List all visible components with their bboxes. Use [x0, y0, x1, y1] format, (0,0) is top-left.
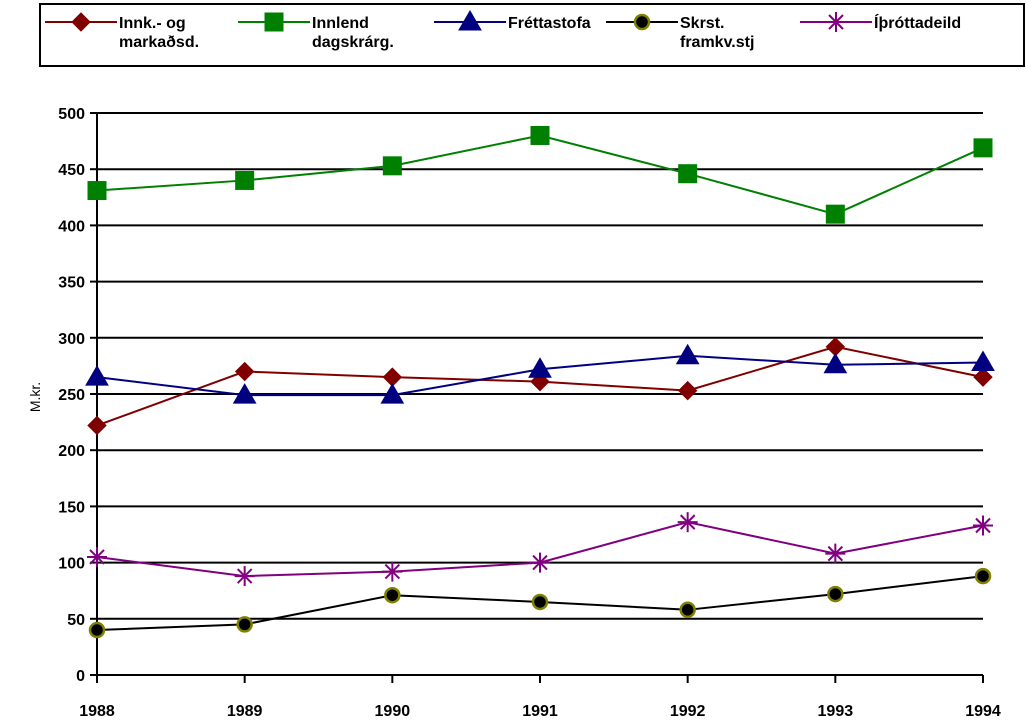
legend-label-2: Fréttastofa	[508, 15, 591, 32]
legend-item-4: Íþróttadeild	[800, 12, 961, 32]
data-point-3-1991	[531, 593, 549, 611]
axes: 0 50 100 150 200 250 300 350 400 450 500 1988 1989 19…	[58, 106, 1001, 720]
legend-label-line: markaðsd.	[119, 34, 199, 51]
data-point-4-1988	[87, 546, 107, 567]
data-point-1-1992	[678, 164, 698, 184]
x-tick-label-1991: 1991	[522, 703, 558, 720]
y-tick-label-250: 250	[58, 387, 85, 404]
data-point-3-1990	[384, 586, 401, 604]
data-point-3-1994	[974, 567, 992, 585]
data-point-3-1992	[679, 601, 696, 619]
data-point-4-1994	[973, 515, 993, 536]
data-point-0-1988	[87, 415, 107, 436]
data-point-1-1990	[382, 156, 402, 176]
y-tick-label-500: 500	[58, 106, 85, 123]
series-1	[87, 125, 993, 224]
x-tick-label-1990: 1990	[375, 703, 411, 720]
y-tick-label-450: 450	[58, 162, 85, 179]
data-point-1-1991	[530, 125, 550, 145]
legend-label-line: Innk.- og	[119, 15, 186, 32]
data-point-3-1989	[236, 616, 253, 633]
x-tick-label-1988: 1988	[79, 703, 115, 720]
y-tick-label-0: 0	[76, 668, 85, 685]
data-point-1-1988	[87, 181, 107, 201]
y-tick-label-350: 350	[58, 275, 85, 292]
legend-label-4: Íþróttadeild	[874, 13, 961, 32]
data-point-4-1990	[382, 561, 403, 582]
data-point-1-1989	[235, 170, 255, 190]
data-point-4-1991	[530, 552, 550, 573]
y-tick-label-100: 100	[58, 556, 85, 573]
data-point-3-1993	[827, 585, 844, 603]
legend-item-1: Innlend dagskrárg.	[238, 12, 394, 51]
legend-marker-1	[264, 12, 284, 32]
series-2	[85, 343, 995, 404]
series-line-1	[96, 134, 984, 216]
legend-item-2: Fréttastofa	[434, 10, 591, 32]
data-point-0-1994	[973, 367, 993, 387]
data-point-2-1994	[971, 350, 995, 372]
data-point-2-1992	[675, 343, 700, 365]
data-point-1-1994	[973, 138, 993, 158]
y-axis-label: M.kr.	[27, 382, 43, 412]
data-point-2-1993	[823, 352, 848, 374]
data-point-4-1989	[234, 566, 255, 587]
legend-label-line: Fréttastofa	[508, 15, 591, 32]
legend-label-line: Íþróttadeild	[874, 13, 961, 32]
x-tick-label-1994: 1994	[965, 703, 1001, 720]
y-tick-label-400: 400	[58, 218, 85, 235]
legend-label-1: Innlend dagskrárg.	[312, 15, 394, 51]
x-tick-label-1989: 1989	[227, 703, 263, 720]
y-tick-label-200: 200	[58, 443, 85, 460]
y-tick-label-50: 50	[67, 612, 85, 629]
legend-item-0: Innk.- og markaðsd.	[45, 12, 199, 51]
series-3	[88, 567, 992, 639]
data-point-4-1992	[677, 512, 698, 533]
x-tick-label-1992: 1992	[670, 703, 706, 720]
legend-item-3: Skrst. framkv.stj	[606, 13, 754, 51]
series-4	[87, 512, 993, 587]
data-point-0-1992	[677, 380, 698, 401]
legend: Innk.- og markaðsd. Innlend dagskrárg. Frétt…	[39, 3, 1025, 67]
legend-label-line: dagskrárg.	[312, 34, 394, 51]
legend-label-line: Innlend	[312, 15, 369, 32]
x-tick-label-1993: 1993	[818, 703, 854, 720]
legend-marker-4	[826, 12, 846, 32]
legend-marker-2	[458, 10, 482, 31]
data-point-1-1993	[825, 204, 845, 224]
data-point-2-1990	[380, 383, 405, 404]
data-point-0-1989	[234, 361, 255, 382]
data-point-2-1991	[528, 357, 552, 378]
data-point-3-1988	[88, 621, 106, 639]
legend-label-line: Skrst.	[680, 15, 724, 32]
series-0	[87, 337, 993, 436]
legend-marker-3	[633, 13, 651, 31]
legend-label-0: Innk.- og markaðsd.	[119, 15, 199, 51]
data-point-4-1993	[825, 543, 846, 564]
legend-label-3: Skrst. framkv.stj	[680, 15, 754, 51]
legend-marker-0	[71, 12, 91, 32]
data-point-2-1989	[232, 383, 257, 404]
series-layer	[85, 125, 995, 639]
legend-box	[39, 3, 1025, 67]
y-tick-label-300: 300	[58, 331, 85, 348]
data-point-2-1988	[85, 365, 109, 386]
y-tick-label-150: 150	[58, 499, 85, 516]
legend-label-line: framkv.stj	[680, 34, 754, 51]
